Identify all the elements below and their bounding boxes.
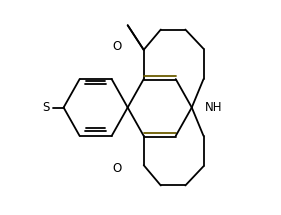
Text: S: S — [42, 101, 49, 114]
Text: O: O — [112, 162, 121, 175]
Text: NH: NH — [204, 101, 222, 114]
Text: O: O — [112, 40, 121, 53]
